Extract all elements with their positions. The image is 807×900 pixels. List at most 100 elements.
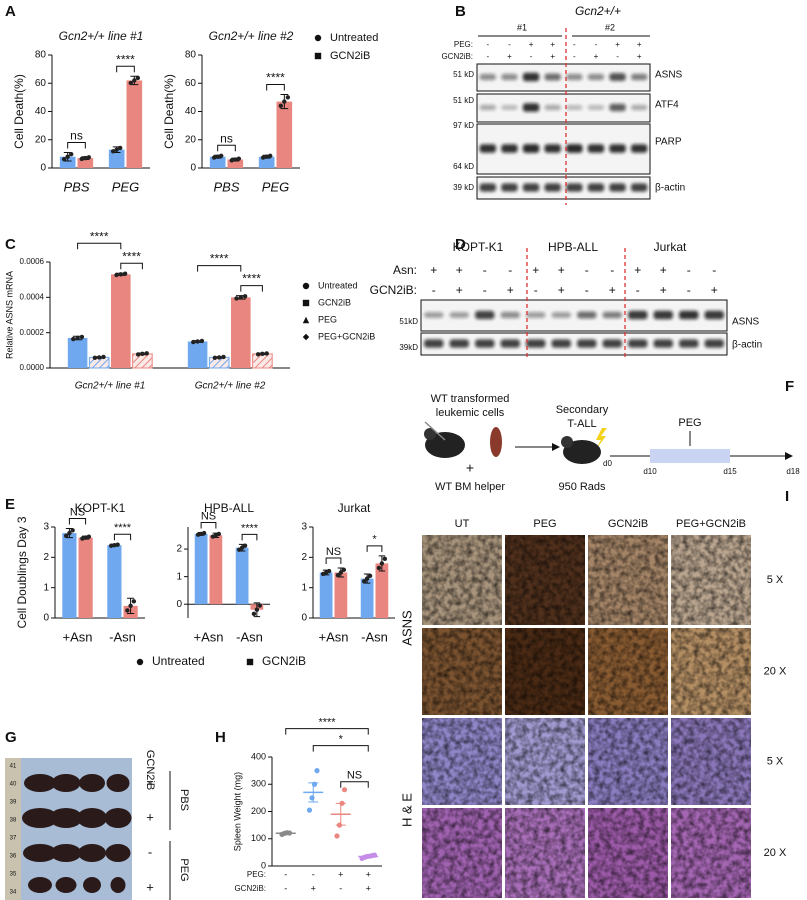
- mw-marker: 51kD: [399, 317, 418, 326]
- y-tick-label: 0.0004: [20, 292, 45, 301]
- y-tick-label: 40: [35, 106, 47, 117]
- panel-label: E: [5, 496, 15, 513]
- x-tick-label: -Asn: [109, 629, 136, 644]
- legend-marker: [246, 658, 254, 666]
- condition-sign: +: [146, 809, 154, 824]
- bracket: [241, 533, 258, 541]
- bracket: [312, 745, 369, 752]
- y-axis-label: Relative ASNS mRNA: [4, 271, 14, 359]
- plus: +: [466, 460, 474, 476]
- significance-label: ****: [242, 272, 261, 286]
- data-point-glyph: [112, 543, 117, 548]
- band: [587, 183, 605, 192]
- condition-sign: -: [483, 283, 487, 297]
- spleen: [79, 774, 105, 792]
- micrograph-texture: [505, 628, 585, 715]
- data-point-glyph: [61, 157, 67, 162]
- condition-sign: +: [558, 283, 565, 297]
- significance-label: ****: [116, 52, 135, 66]
- bracket: [68, 518, 87, 525]
- band: [566, 105, 583, 110]
- y-tick-label: 0: [40, 163, 46, 174]
- data-point-glyph: [257, 603, 263, 608]
- band: [609, 144, 626, 153]
- legend-label: Untreated: [318, 280, 358, 290]
- data-point-glyph: [65, 154, 70, 159]
- legend-marker: [314, 34, 322, 42]
- syringe: [424, 421, 446, 441]
- condition-sign: +: [532, 263, 539, 277]
- band: [587, 105, 605, 110]
- bar: [209, 535, 223, 605]
- protein-label: ASNS: [732, 317, 760, 328]
- data-point-glyph: [201, 530, 207, 536]
- band: [566, 183, 583, 192]
- data-point-glyph: [285, 95, 291, 100]
- band: [630, 144, 648, 153]
- data-point-glyph: [238, 295, 243, 300]
- spleen: [106, 774, 130, 792]
- condition-sign: -: [530, 52, 533, 61]
- band: [424, 312, 444, 318]
- condition-sign: +: [507, 283, 514, 297]
- band: [704, 339, 724, 348]
- condition-sign: +: [366, 883, 371, 893]
- condition-sign: -: [312, 869, 315, 879]
- bracket: [325, 557, 342, 564]
- label: leukemic cells: [436, 407, 505, 419]
- y-tick-label: 40: [185, 106, 197, 117]
- radiation-icon: [594, 428, 607, 452]
- x-tick-label: +Asn: [319, 629, 349, 644]
- significance-label: NS: [326, 546, 341, 558]
- micrograph-texture: [588, 535, 668, 625]
- ruler-label: 37: [10, 836, 17, 842]
- data-point-glyph: [83, 155, 88, 161]
- data-point-glyph: [216, 531, 222, 537]
- data-point-glyph: [135, 352, 141, 357]
- data-point-glyph: [114, 272, 119, 278]
- bar: [67, 337, 88, 368]
- column-title: UT: [455, 518, 470, 530]
- band: [526, 312, 546, 318]
- data-point-glyph: [128, 603, 133, 609]
- y-tick-label: 300: [251, 779, 266, 789]
- condition-sign: -: [687, 283, 691, 297]
- bar: [319, 572, 333, 618]
- data-point-glyph: [212, 355, 218, 361]
- legend-label: GCN2iB: [330, 50, 370, 62]
- condition-sign: -: [148, 774, 152, 789]
- bar: [108, 149, 125, 168]
- micrograph-texture: [671, 808, 751, 898]
- condition-sign: +: [311, 883, 316, 893]
- blot-box: [420, 332, 728, 356]
- spleen: [23, 844, 57, 862]
- mouse-icon: [563, 440, 601, 464]
- data-point-glyph: [70, 528, 75, 533]
- error-bar: [280, 831, 291, 835]
- legend-marker: [302, 299, 310, 307]
- bar: [276, 101, 293, 168]
- data-point-glyph: [86, 534, 92, 539]
- y-axis-label: Cell Death(%): [162, 74, 176, 149]
- band: [653, 310, 673, 320]
- data-point-glyph: [79, 156, 84, 162]
- band: [566, 73, 583, 81]
- bar: [375, 563, 389, 618]
- micrograph-texture: [588, 718, 668, 805]
- condition-sign: +: [634, 263, 641, 277]
- mw-marker: 97 kD: [453, 121, 474, 130]
- bar: [360, 578, 374, 618]
- band: [479, 144, 497, 153]
- x-tick-label: PEG: [112, 179, 139, 194]
- significance-label: *: [339, 734, 344, 746]
- group-label: PBS: [178, 789, 190, 811]
- bar: [78, 537, 93, 618]
- condition-sign: +: [711, 283, 718, 297]
- micrograph-texture: [671, 718, 751, 805]
- significance-label: NS: [201, 510, 216, 522]
- significance-label: ****: [122, 249, 141, 263]
- data-point-glyph: [97, 355, 102, 360]
- data-point-glyph: [361, 579, 367, 584]
- micrograph-texture: [588, 808, 668, 898]
- band: [679, 310, 699, 320]
